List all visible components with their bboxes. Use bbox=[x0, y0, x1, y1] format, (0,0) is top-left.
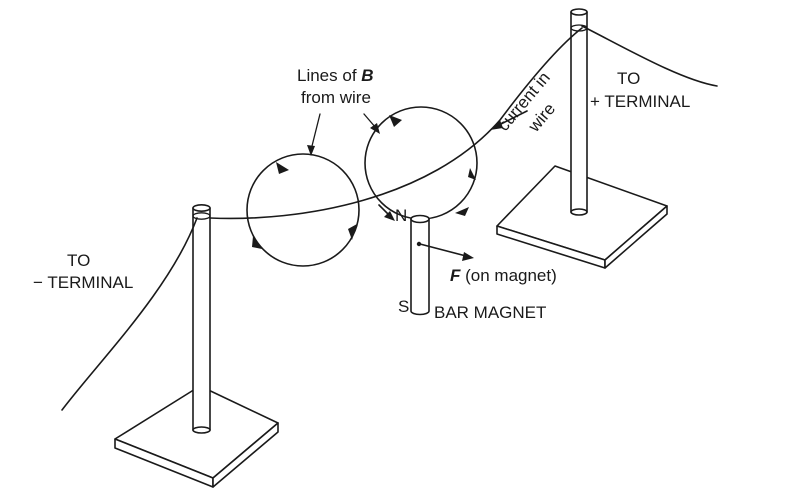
wire bbox=[61, 25, 718, 411]
field-line-right bbox=[364, 106, 478, 220]
magnet-center-dot bbox=[416, 241, 422, 247]
wire-to-plus-terminal bbox=[581, 25, 718, 87]
label-to-minus: TO bbox=[67, 251, 90, 270]
wire-main-span bbox=[209, 27, 583, 220]
current-arrow bbox=[490, 110, 528, 130]
field-arrow bbox=[252, 236, 262, 249]
label-to-plus: TO bbox=[617, 69, 640, 88]
field-arrow bbox=[455, 207, 469, 216]
right-stand bbox=[496, 8, 668, 269]
left-stand bbox=[114, 204, 279, 488]
label-from-wire: from wire bbox=[301, 88, 371, 107]
force-arrow bbox=[419, 243, 467, 257]
label-minus-terminal: − TERMINAL bbox=[33, 273, 133, 292]
left-post bbox=[192, 204, 211, 434]
right-post bbox=[570, 8, 588, 216]
field-arrow bbox=[468, 168, 476, 180]
label-leaders bbox=[307, 113, 380, 156]
label-plus-terminal: + TERMINAL bbox=[590, 92, 690, 111]
label-south: S bbox=[398, 297, 409, 316]
label-north: N bbox=[395, 206, 407, 225]
field-line-left bbox=[246, 153, 360, 267]
wire-to-minus-terminal bbox=[61, 217, 198, 411]
field-arrow bbox=[276, 162, 289, 174]
label-lines-of-b: Lines of B bbox=[297, 66, 374, 85]
label-bar-magnet: BAR MAGNET bbox=[434, 303, 546, 322]
label-force: F (on magnet) bbox=[450, 266, 557, 285]
field-arrow bbox=[389, 115, 402, 127]
bar-magnet bbox=[378, 204, 474, 316]
field-arrow bbox=[348, 224, 357, 240]
